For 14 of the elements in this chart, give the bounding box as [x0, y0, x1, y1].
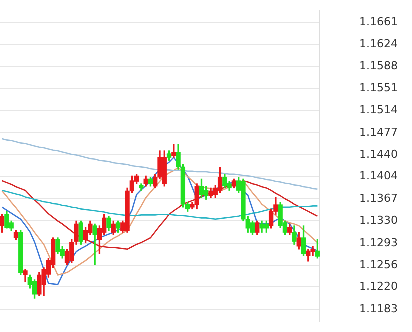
y-tick-label: 1.1367 — [360, 192, 398, 205]
y-tick-label: 1.1256 — [360, 258, 398, 272]
y-tick-label: 1.1661 — [360, 15, 398, 28]
y-tick-label: 1.1220 — [360, 280, 398, 294]
y-tick-label: 1.1404 — [360, 170, 398, 183]
y-tick-label: 1.1551 — [360, 81, 398, 94]
y-tick-label: 1.1624 — [360, 38, 398, 51]
y-tick-label: 1.1330 — [360, 214, 398, 228]
y-tick-label: 1.1588 — [360, 59, 398, 72]
y-tick-label: 1.1183 — [360, 302, 398, 316]
y-tick-label: 1.1477 — [360, 126, 398, 139]
y-tick-label: 1.1293 — [360, 236, 398, 250]
y-tick-label: 1.1514 — [360, 104, 398, 117]
y-tick-label: 1.1440 — [360, 148, 398, 162]
